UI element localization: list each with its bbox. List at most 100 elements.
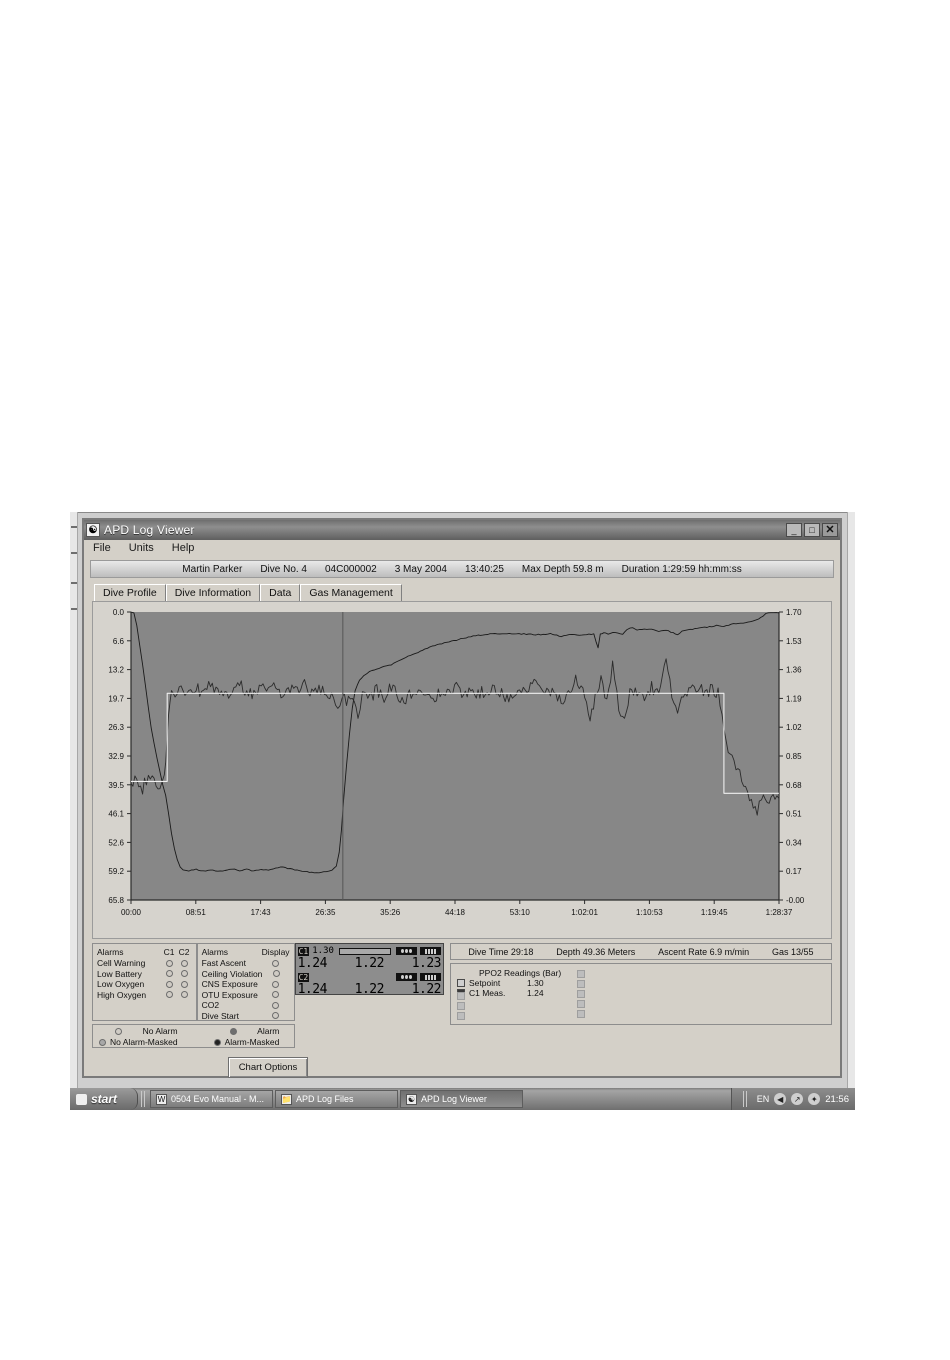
alarm-row: Low Battery — [97, 969, 192, 980]
ppo2-c1-label: C1 Meas. — [469, 988, 506, 998]
empty-swatch-icon — [457, 1002, 465, 1010]
x-axis-tick-label: 1:02:01 — [571, 908, 598, 917]
ppo2-setpoint-label: Setpoint — [469, 978, 501, 988]
series-line — [130, 658, 780, 816]
menu-item-help[interactable]: Help — [171, 542, 195, 554]
handset-lcd-display[interactable]: C1 1.30 1.24 1.22 1.23 C2 — [294, 943, 444, 997]
alarm-row-label: CO2 — [201, 1000, 220, 1011]
title-bar[interactable]: ☯ APD Log Viewer _ □ ✕ — [84, 520, 840, 540]
x-axis-tick-label: 35:26 — [380, 908, 401, 917]
menu-item-file[interactable]: File — [93, 542, 111, 554]
status-depth: Depth 49.36 Meters — [556, 946, 636, 957]
empty-swatch-icon — [577, 990, 585, 998]
ppo2-legend-row-c1: C1 Meas. 1.24 — [457, 988, 825, 998]
chart-options-button[interactable]: Chart Options — [227, 1057, 309, 1078]
alarm-row: Cell Warning — [97, 958, 192, 969]
alarm-radio-display-icon — [272, 1012, 280, 1020]
minimize-button[interactable]: _ — [786, 523, 802, 537]
lcd-value-c1-a: 1.24 — [297, 956, 328, 971]
alarm-row-label: Low Battery — [97, 968, 142, 979]
y2-axis-tick-label: 0.51 — [786, 810, 802, 819]
menu-item-units[interactable]: Units — [128, 542, 154, 554]
folder-icon: 📁 — [281, 1093, 292, 1105]
plot-area — [131, 612, 779, 900]
info-duration: Duration 1:29:59 hh:mm:ss — [621, 563, 742, 575]
network-activity-icon[interactable]: ↗ — [791, 1093, 804, 1105]
menu-bar: File Units Help — [84, 540, 840, 557]
scan-edge-left — [70, 512, 78, 1110]
app-window: ☯ APD Log Viewer _ □ ✕ File Units Help M… — [82, 518, 842, 1078]
info-dive-number: Dive No. 4 — [260, 563, 307, 575]
alarm-row-label: High Oxygen — [97, 989, 147, 1000]
alarm-radio-c1-icon — [165, 980, 173, 988]
legend-alarm: Alarm — [214, 1026, 279, 1036]
legend-no-alarm: No Alarm — [99, 1026, 178, 1036]
alarm-row: Ceiling Violation — [202, 969, 290, 980]
y2-axis-tick-label: 0.17 — [786, 867, 802, 876]
status-gas: Gas 13/55 — [772, 946, 814, 957]
ppo2-c1-value: 1.24 — [527, 988, 544, 998]
tab-bar: Dive Profile Dive Information Data Gas M… — [94, 584, 840, 601]
lcd-value-c2-a: 1.24 — [297, 982, 328, 997]
app-icon: ☯ — [86, 523, 100, 537]
taskbar-item-label: APD Log Files — [296, 1094, 354, 1104]
taskbar-item-apd-log-viewer[interactable]: ☯ APD Log Viewer — [400, 1090, 523, 1108]
alarm-radio-c1-icon — [165, 970, 173, 978]
tab-gas-management[interactable]: Gas Management — [300, 584, 402, 601]
volume-icon[interactable]: ◀ — [774, 1093, 787, 1105]
maximize-button[interactable]: □ — [804, 523, 820, 537]
tab-data[interactable]: Data — [260, 584, 301, 601]
taskbar-item-apd-log-files[interactable]: 📁 APD Log Files — [275, 1090, 398, 1108]
shield-icon[interactable]: ✦ — [808, 1093, 821, 1105]
legend-no-alarm-masked-label: No Alarm-Masked — [110, 1036, 178, 1047]
radio-no-alarm-masked-icon — [99, 1038, 106, 1046]
taskbar-item-word-doc[interactable]: W 0504 Evo Manual - M... — [150, 1090, 273, 1108]
start-button[interactable]: start — [70, 1088, 138, 1110]
legend-alarm-masked: Alarm-Masked — [213, 1036, 280, 1047]
taskbar-item-label: 0504 Evo Manual - M... — [171, 1094, 265, 1104]
alarm-state-legend: No Alarm No Alarm-Masked Alarm — [92, 1024, 295, 1048]
radio-no-alarm-icon — [115, 1027, 123, 1035]
empty-swatch-icon — [457, 1012, 465, 1020]
status-dive-time: Dive Time 29:18 — [468, 946, 534, 957]
tray-language-indicator[interactable]: EN — [756, 1094, 770, 1104]
alarm-row: High Oxygen — [97, 990, 192, 1001]
tab-dive-profile[interactable]: Dive Profile — [94, 584, 166, 601]
system-tray: EN ◀ ↗ ✦ 21:56 — [730, 1088, 855, 1110]
tab-dive-information[interactable]: Dive Information — [165, 584, 261, 601]
y2-axis-tick-label: 0.85 — [786, 752, 802, 761]
alarm-radio-c1-icon — [165, 959, 173, 967]
desktop: ☯ APD Log Viewer _ □ ✕ File Units Help M… — [70, 512, 855, 1110]
y2-axis-tick-label: 1.02 — [786, 723, 802, 732]
alarm-row-label: Fast Ascent — [201, 958, 247, 968]
alarm-radio-c2-icon — [180, 959, 188, 967]
dive-profile-chart[interactable]: 0.0 6.6 13.2 19.7 26.3 32.9 39.5 46.1 52.6 59.2 65… — [92, 601, 832, 939]
x-axis-tick-label: 1:19:45 — [701, 908, 728, 917]
battery-icon — [396, 947, 417, 955]
y-axis-tick-label: 26.3 — [108, 723, 124, 732]
lcd-value-c2-c: 1.22 — [411, 982, 442, 997]
start-button-label: start — [91, 1092, 118, 1106]
empty-swatch-icon — [457, 992, 465, 1000]
dive-info-strip: Martin Parker Dive No. 4 04C000002 3 May… — [90, 560, 834, 578]
legend-alarm-masked-label: Alarm-Masked — [224, 1036, 280, 1047]
bottom-panels: Alarms C1 C2 Cell Warning Low Battery Low … — [92, 943, 832, 1078]
empty-swatch-icon — [577, 980, 585, 988]
alarm-row: Fast Ascent — [202, 958, 290, 969]
ppo2-readings-legend: PPO2 Readings (Bar) Setpoint 1.30 C1 Mea… — [450, 963, 832, 1025]
alarm-row-label: Low Oxygen — [97, 979, 145, 990]
alarms-display-header-display: Display — [261, 947, 290, 957]
ppo2-legend-row-setpoint: Setpoint 1.30 — [457, 978, 825, 988]
y-axis-tick-label: 32.9 — [108, 752, 124, 761]
y-axis-tick-label: 13.2 — [108, 666, 124, 675]
alarms-c1-header: C1 — [163, 947, 175, 957]
close-button[interactable]: ✕ — [822, 523, 838, 537]
taskbar-item-label: APD Log Viewer — [421, 1094, 487, 1104]
x-axis-tick-label: 1:10:53 — [636, 908, 663, 917]
legend-no-alarm-label: No Alarm — [142, 1025, 178, 1036]
taskbar-grip[interactable] — [141, 1091, 147, 1107]
info-diver-name: Martin Parker — [182, 563, 243, 575]
tray-grip[interactable] — [742, 1091, 749, 1107]
alarm-row: CNS Exposure — [202, 979, 290, 990]
clock[interactable]: 21:56 — [825, 1093, 849, 1105]
